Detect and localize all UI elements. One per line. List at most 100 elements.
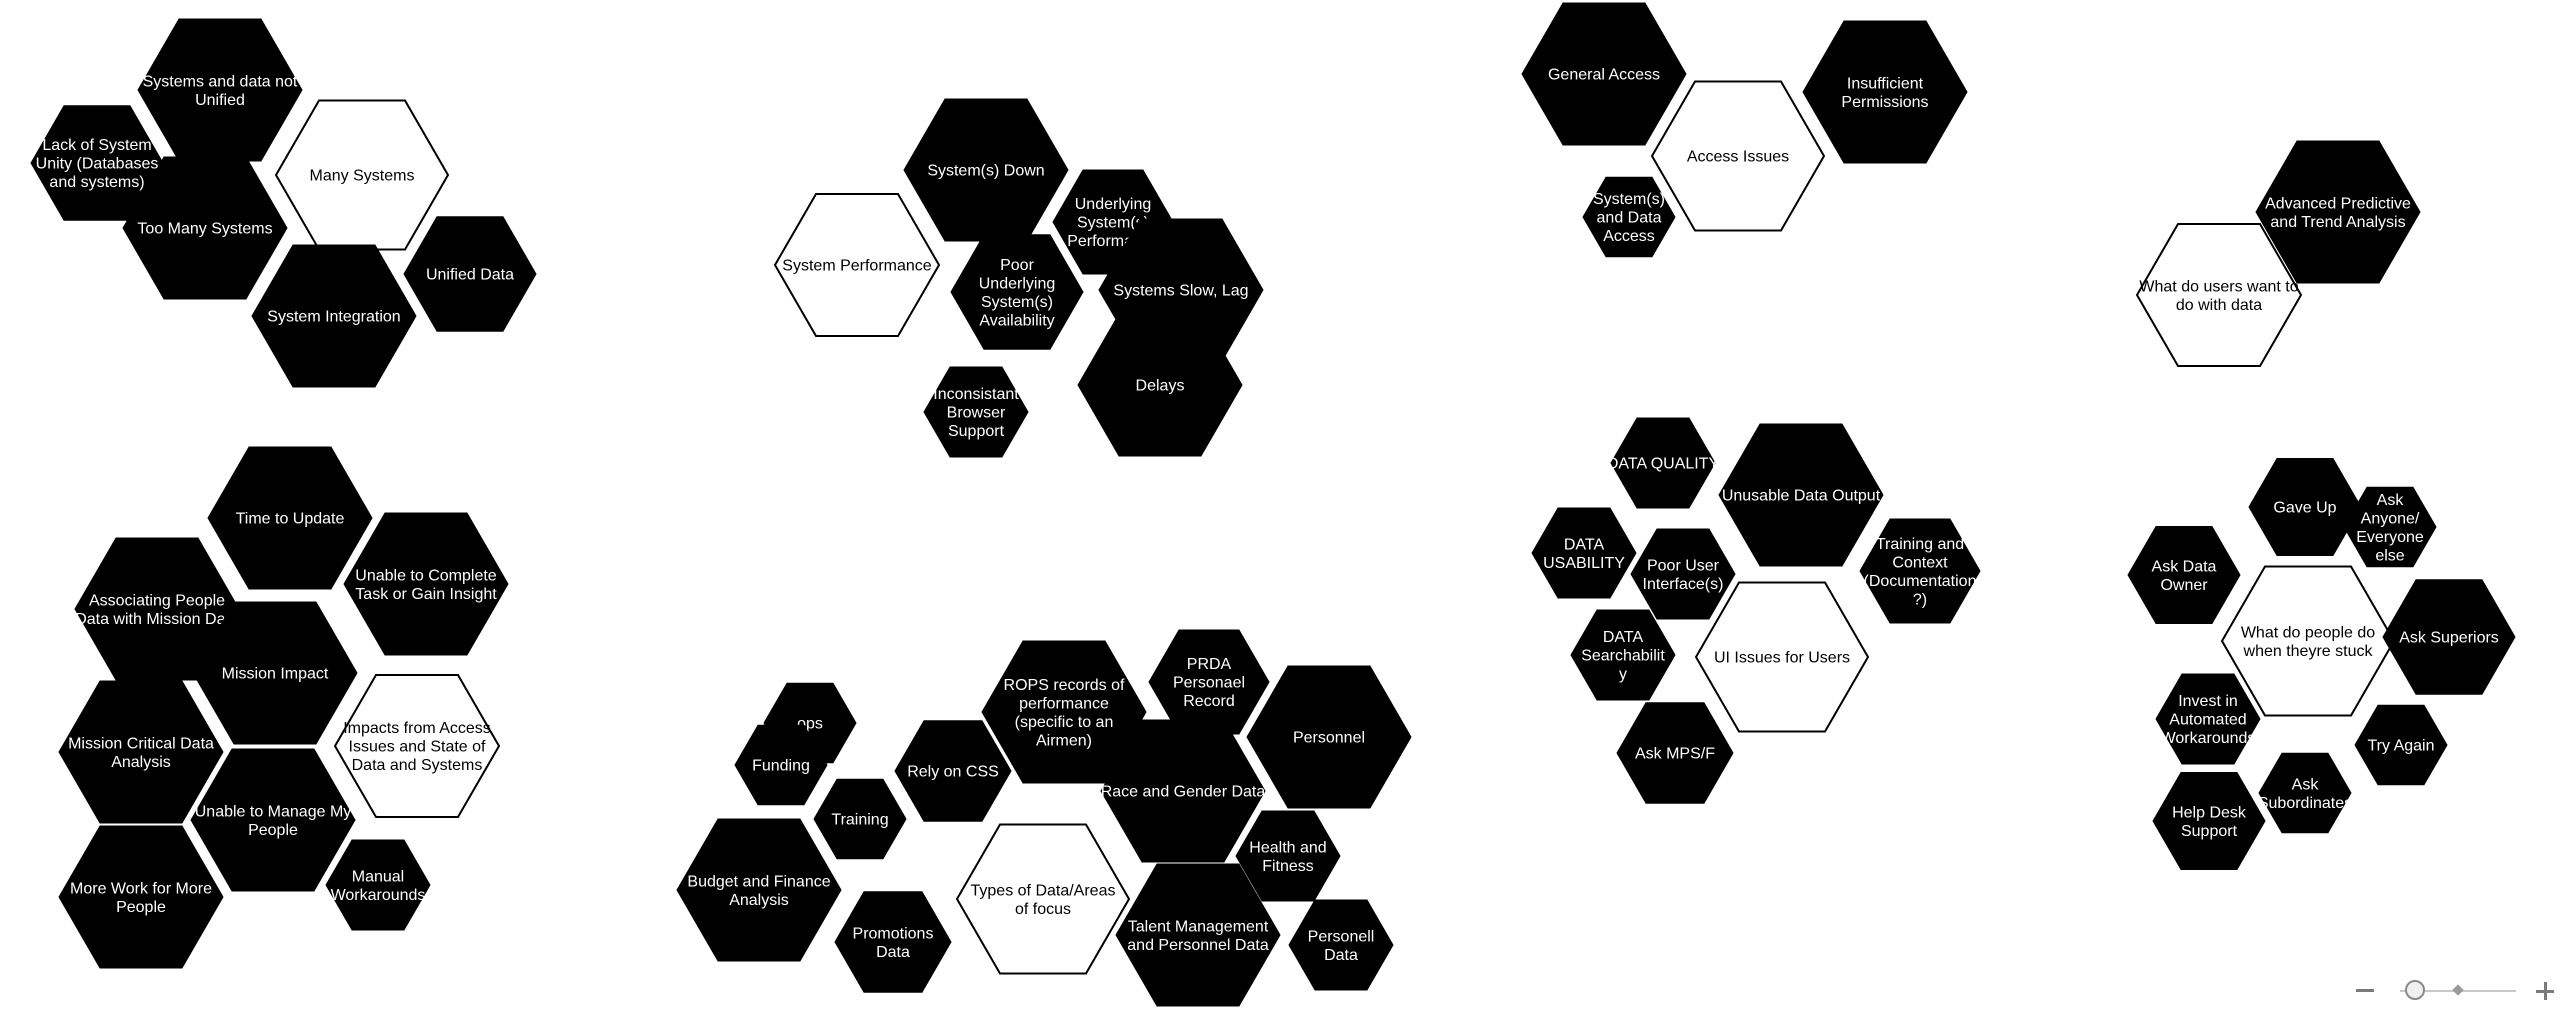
hexagon-shape <box>2152 772 2266 870</box>
hexagon-system-performance[interactable]: System Performance <box>773 193 941 337</box>
hexagon-funding[interactable]: Funding <box>734 724 828 806</box>
cluster-4: Advanced Predictive and Trend Analysis Wha… <box>2135 140 2421 367</box>
hexagon-system-s-and-data-access[interactable]: System(s) and Data Access <box>1582 176 1676 258</box>
zoom-out-icon[interactable] <box>2350 976 2380 1006</box>
hexagon-ask-anyone-everyone-else[interactable]: Ask Anyone/Everyone else <box>2343 486 2437 568</box>
hexagon-lack-of-system-unity-databases-and-systems[interactable]: Lack of System Unity (Databases and system… <box>30 105 164 221</box>
hexagon-ask-superiors[interactable]: Ask Superiors <box>2382 579 2516 695</box>
hexagon-label: Ask Superiors <box>2399 630 2499 647</box>
hexagon-label: System(s) and Data Access <box>1593 191 1665 245</box>
hexagon-data-quality[interactable]: DATA QUALITY <box>1607 417 1720 509</box>
hexagon-associating-people-data-with-mission-data[interactable]: Associating People Data with Mission Data <box>74 537 240 681</box>
hexagon-ask-mps-f[interactable]: Ask MPS/F <box>1616 702 1734 804</box>
hexagon-help-desk-support[interactable]: Help Desk Support <box>2152 772 2266 870</box>
hexagon-mission-impact[interactable]: Mission Impact <box>192 601 358 745</box>
hexagon-label: Gave Up <box>2273 500 2336 517</box>
hexagon-shape <box>207 446 373 590</box>
hexagon-unable-to-manage-my-people[interactable]: Unable to Manage My People <box>190 748 356 892</box>
hexagon-what-do-users-want-to-do-with-data[interactable]: What do users want to do with data <box>2135 223 2303 367</box>
hexagon-label: UI Issues for Users <box>1714 650 1850 667</box>
hexagon-label: DATA QUALITY <box>1607 456 1720 473</box>
hexagon-invest-in-automated-workarounds[interactable]: Invest in Automated Workarounds <box>2155 673 2261 765</box>
hexagon-health-and-fitness[interactable]: Health and Fitness <box>1235 810 1341 902</box>
hexagon-advanced-predictive-and-trend-analysis[interactable]: Advanced Predictive and Trend Analysis <box>2255 140 2421 284</box>
hexagon-try-again[interactable]: Try Again <box>2354 704 2448 786</box>
cluster-6: PRDA Personael Record ROPS records of perfor… <box>676 629 1412 1007</box>
cluster-3: General Access Insufficient Permissions Acc… <box>1521 2 1968 258</box>
hexagon-label: System(s) Down <box>927 163 1044 180</box>
hexagon-poor-underlying-system-s-availability[interactable]: Poor Underlying System(s) Availability <box>950 234 1084 350</box>
hexagon-data-usability[interactable]: DATA USABILITY <box>1531 507 1637 599</box>
hexagon-talent-management-and-personnel-data[interactable]: Talent Management and Personnel Data <box>1115 863 1281 1007</box>
hexagon-label: ROPS records of performance (specific to a… <box>1004 677 1125 750</box>
hexagon-unusable-data-output[interactable]: Unusable Data Output <box>1718 423 1884 567</box>
hexagon-insufficient-permissions[interactable]: Insufficient Permissions <box>1802 20 1968 164</box>
hexagon-ask-data-owner[interactable]: Ask Data Owner <box>2127 526 2241 624</box>
hexagon-label: Funding <box>752 758 810 775</box>
hexagon-label: DATA Searchabilit y <box>1581 629 1665 683</box>
hexagon-personell-data[interactable]: Personell Data <box>1288 899 1394 991</box>
hexagon-unable-to-complete-task-or-gain-insight[interactable]: Unable to Complete Task or Gain Insight <box>343 512 509 656</box>
hexagon-shape <box>325 839 431 931</box>
hexagon-general-access[interactable]: General Access <box>1521 2 1687 146</box>
hexagon-delays[interactable]: Delays <box>1077 313 1243 457</box>
hexagon-label: Advanced Predictive and Trend Analysis <box>2265 195 2411 231</box>
hexagon-shape <box>1246 665 1412 809</box>
hexagon-shape <box>1115 863 1281 1007</box>
hexagon-impacts-from-access-issues-and-state-of-data-and[interactable]: Impacts from Access Issues and State of Da… <box>333 674 501 818</box>
hexagon-more-work-for-more-people[interactable]: More Work for More People <box>58 825 224 969</box>
hexagon-shape <box>274 99 450 251</box>
hexagon-time-to-update[interactable]: Time to Update <box>207 446 373 590</box>
hexagon-shape <box>2155 673 2261 765</box>
hexagon-mission-critical-data-analysis[interactable]: Mission Critical Data Analysis <box>58 680 224 824</box>
hexagon-label: Manual Workarounds <box>331 868 426 904</box>
hexagon-types-of-data-areas-of-focus[interactable]: Types of Data/Areas of focus <box>955 823 1131 975</box>
hexagon-what-do-people-do-when-theyre-stuck[interactable]: What do people do when theyre stuck <box>2220 565 2396 717</box>
hexagon-label: Training and Context (Documentation?) <box>1864 536 1977 609</box>
hexagon-gave-up[interactable]: Gave Up <box>2248 458 2362 556</box>
hexagon-training[interactable]: Training <box>813 778 907 860</box>
hexagon-access-issues[interactable]: Access Issues <box>1650 80 1826 232</box>
hexagon-shape <box>190 748 356 892</box>
hexagon-race-and-gender-data[interactable]: Race and Gender Data <box>1100 719 1266 863</box>
hexagon-label: Try Again <box>2368 738 2435 755</box>
hexagon-data-searchability[interactable]: DATA Searchabilit y <box>1570 609 1676 701</box>
hexagon-label: Ask Anyone/Everyone else <box>2356 492 2424 565</box>
hexagon-manual-workarounds[interactable]: Manual Workarounds <box>325 839 431 931</box>
hexagon-rops-records-of-performance-specific-to-an-airme[interactable]: ROPS records of performance (specific to a… <box>981 640 1147 784</box>
hexagon-prda-personael-record[interactable]: PRDA Personael Record <box>1148 629 1270 735</box>
hexagon-training-and-context-documentation[interactable]: Training and Context (Documentation?) <box>1859 518 1981 624</box>
hexagon-budget-and-finance-analysis[interactable]: Budget and Finance Analysis <box>676 818 842 962</box>
hexagon-ask-subordinates[interactable]: Ask Subordinates <box>2258 752 2352 834</box>
hexagon-personnel[interactable]: Personnel <box>1246 665 1412 809</box>
zoom-in-icon[interactable] <box>2530 976 2560 1006</box>
hexagon-ui-issues-for-users[interactable]: UI Issues for Users <box>1694 581 1870 733</box>
hexagon-inconsistant-browser-support[interactable]: Inconsistant Browser Support <box>923 366 1029 458</box>
zoom-slider-handle[interactable] <box>2405 980 2425 1000</box>
hexagon-label: Promotions Data <box>853 925 934 961</box>
hexagon-poor-user-interface-s[interactable]: Poor User Interface(s) <box>1630 528 1736 620</box>
hexagon-shape <box>403 216 537 332</box>
hexagon-too-many-systems[interactable]: Too Many Systems <box>122 156 288 300</box>
hexagon-system-s-down[interactable]: System(s) Down <box>903 98 1069 242</box>
hexagon-systems-and-data-not-unified[interactable]: Systems and data not Unified <box>137 18 303 162</box>
cluster-5: Time to Update Associating People Data wit… <box>58 446 509 969</box>
hexagon-label: What do users want to do with data <box>2139 278 2298 314</box>
hexagon-rely-on-css[interactable]: Rely on CSS <box>894 720 1012 822</box>
hexagon-unified-data[interactable]: Unified Data <box>403 216 537 332</box>
hexagon-shape <box>137 18 303 162</box>
hexagon-label: Insufficient Permissions <box>1841 75 1928 111</box>
hexagon-shape <box>2255 140 2421 284</box>
hexagon-many-systems[interactable]: Many Systems <box>274 99 450 251</box>
hexagon-system-integration[interactable]: System Integration <box>251 244 417 388</box>
hexagon-shape <box>2135 223 2303 367</box>
zoom-default-marker <box>2452 984 2464 996</box>
hexagon-label: Personell Data <box>1308 928 1375 964</box>
hexagon-shape <box>1288 899 1394 991</box>
hexagon-shape <box>1694 581 1870 733</box>
hexagon-label: Many Systems <box>310 168 415 185</box>
hexagon-shape <box>981 640 1147 784</box>
hexagon-promotions-data[interactable]: Promotions Data <box>834 891 952 993</box>
